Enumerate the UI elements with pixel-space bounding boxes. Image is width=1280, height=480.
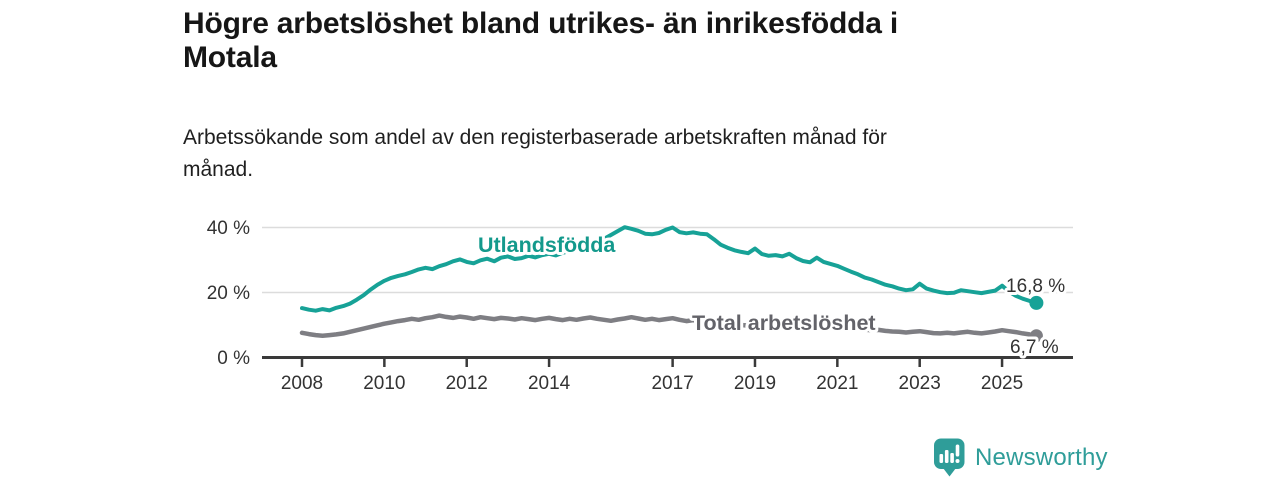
chart-subtitle-line-2: månad.: [183, 158, 254, 181]
chart-title-line-2: Motala: [183, 41, 277, 74]
series-line-utlandsf-dda: [300, 225, 1039, 313]
unemployment-line-chart: 2008 2010 2012 2014 2017 2019 2021 2023 2025 0 % 2…: [207, 218, 1073, 394]
chart-title: Högre arbetslöshet bland utrikes- än inr…: [183, 7, 1043, 75]
brand-name: Newsworthy: [975, 443, 1108, 471]
x-tick-label-2019: 2019: [734, 373, 776, 394]
x-tick-label-2021: 2021: [816, 373, 858, 394]
x-tick-label-2017: 2017: [651, 373, 693, 394]
series-label-utlandsf-dda: Utlandsfödda: [478, 233, 616, 257]
chart-subtitle: Arbetssökande som andel av den registerb…: [183, 122, 1043, 186]
chart-title-line-1: Högre arbetslöshet bland utrikes- än inr…: [183, 7, 898, 40]
series-label-total-arbetsl-shet: Total arbetslöshet: [692, 311, 876, 335]
series-end-dot-total-arbetsl-shet: [1029, 329, 1043, 343]
series-end-dot-utlandsf-dda: [1029, 295, 1044, 310]
x-tick-label-2023: 2023: [899, 373, 941, 394]
newsworthy-logo-icon: [934, 438, 965, 477]
series-line-total-arbetsl-shet: [299, 313, 1039, 338]
y-tick-label-0: 0 %: [217, 348, 250, 369]
newsworthy-brand: Newsworthy: [933, 438, 1108, 477]
x-tick-label-2012: 2012: [446, 373, 488, 394]
x-tick-label-2014: 2014: [528, 373, 571, 394]
y-tick-label-40: 40 %: [207, 218, 250, 239]
series-end-value-utlandsf-dda: 16,8 %: [1006, 276, 1065, 297]
series-end-value-total-arbetsl-shet: 6,7 %: [1010, 337, 1059, 358]
x-tick-label-2008: 2008: [281, 373, 323, 394]
y-tick-label-20: 20 %: [207, 283, 250, 304]
chart-subtitle-line-1: Arbetssökande som andel av den registerb…: [183, 126, 887, 149]
x-tick-label-2010: 2010: [363, 373, 405, 394]
x-tick-label-2025: 2025: [981, 373, 1023, 394]
